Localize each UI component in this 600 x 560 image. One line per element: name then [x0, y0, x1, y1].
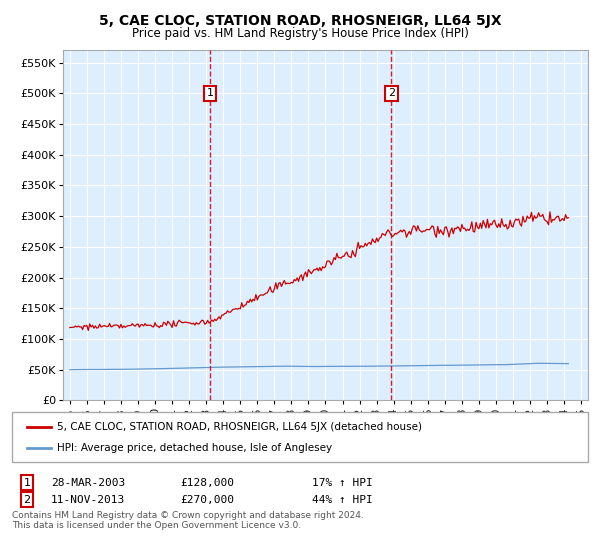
- Text: 2: 2: [388, 88, 395, 99]
- Text: 44% ↑ HPI: 44% ↑ HPI: [312, 494, 373, 505]
- Text: 1: 1: [23, 478, 31, 488]
- Text: This data is licensed under the Open Government Licence v3.0.: This data is licensed under the Open Gov…: [12, 521, 301, 530]
- Text: 2: 2: [23, 494, 31, 505]
- Text: 5, CAE CLOC, STATION ROAD, RHOSNEIGR, LL64 5JX: 5, CAE CLOC, STATION ROAD, RHOSNEIGR, LL…: [98, 14, 502, 28]
- Text: 28-MAR-2003: 28-MAR-2003: [51, 478, 125, 488]
- Text: HPI: Average price, detached house, Isle of Anglesey: HPI: Average price, detached house, Isle…: [57, 443, 332, 453]
- Text: £128,000: £128,000: [180, 478, 234, 488]
- Text: Contains HM Land Registry data © Crown copyright and database right 2024.: Contains HM Land Registry data © Crown c…: [12, 511, 364, 520]
- Text: 1: 1: [206, 88, 214, 99]
- Text: 5, CAE CLOC, STATION ROAD, RHOSNEIGR, LL64 5JX (detached house): 5, CAE CLOC, STATION ROAD, RHOSNEIGR, LL…: [57, 422, 422, 432]
- Text: Price paid vs. HM Land Registry's House Price Index (HPI): Price paid vs. HM Land Registry's House …: [131, 27, 469, 40]
- Text: 17% ↑ HPI: 17% ↑ HPI: [312, 478, 373, 488]
- Text: 11-NOV-2013: 11-NOV-2013: [51, 494, 125, 505]
- Text: £270,000: £270,000: [180, 494, 234, 505]
